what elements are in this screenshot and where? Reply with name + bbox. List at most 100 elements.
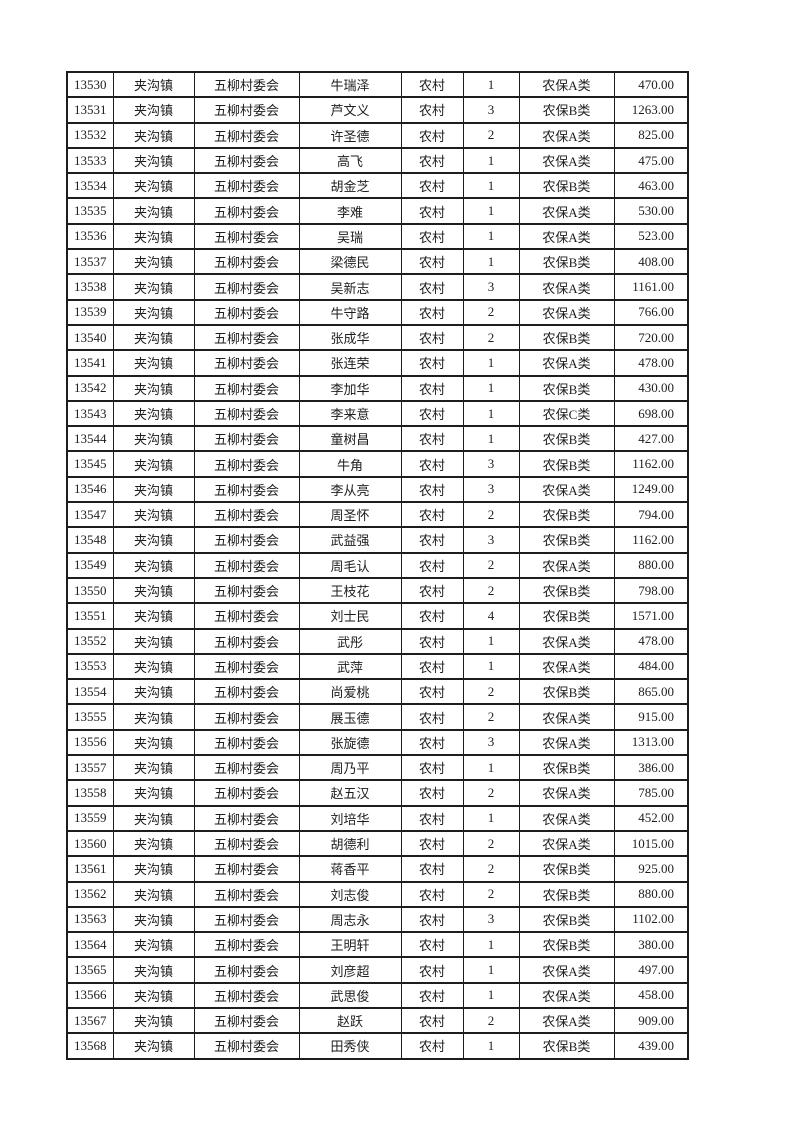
cell-village: 五柳村委会 (193, 703, 300, 731)
cell-residence-type: 农村 (400, 248, 464, 276)
cell-serial-number: 13553 (66, 653, 114, 681)
cell-person-count: 1 (462, 956, 520, 984)
cell-serial-number: 13535 (66, 197, 114, 225)
cell-serial-number: 13536 (66, 223, 114, 251)
cell-person-count: 1 (462, 805, 520, 832)
cell-category: 农保A类 (518, 197, 615, 225)
cell-person-name: 展玉德 (298, 703, 402, 731)
cell-person-count: 1 (462, 425, 520, 453)
cell-residence-type: 农村 (400, 805, 464, 832)
cell-serial-number: 13541 (66, 349, 114, 377)
cell-serial-number: 13568 (66, 1032, 114, 1060)
cell-residence-type: 农村 (400, 982, 464, 1009)
cell-town: 夹沟镇 (112, 501, 195, 529)
cell-serial-number: 13560 (66, 830, 114, 858)
cell-person-name: 刘士民 (298, 602, 402, 630)
cell-category: 农保A类 (518, 805, 615, 832)
cell-serial-number: 13534 (66, 172, 114, 200)
cell-residence-type: 农村 (400, 526, 464, 554)
cell-category: 农保A类 (518, 982, 615, 1009)
cell-serial-number: 13554 (66, 678, 114, 706)
cell-person-name: 刘培华 (298, 805, 402, 832)
cell-category: 农保B类 (518, 172, 615, 200)
cell-amount: 523.00 (613, 223, 689, 251)
cell-amount: 798.00 (613, 577, 689, 605)
cell-town: 夹沟镇 (112, 703, 195, 731)
cell-person-count: 2 (462, 324, 520, 352)
cell-person-count: 1 (462, 754, 520, 782)
cell-village: 五柳村委会 (193, 526, 300, 554)
table-body: 13530 夹沟镇 五柳村委会 牛瑞泽 农村 1 农保A类 470.00 135… (66, 71, 689, 1060)
cell-village: 五柳村委会 (193, 1007, 300, 1035)
cell-amount: 785.00 (613, 779, 689, 807)
cell-person-count: 1 (462, 375, 520, 402)
cell-person-count: 1 (462, 931, 520, 959)
cell-village: 五柳村委会 (193, 956, 300, 984)
cell-person-name: 张连荣 (298, 349, 402, 377)
cell-amount: 1161.00 (613, 273, 689, 301)
cell-category: 农保C类 (518, 400, 615, 428)
cell-person-name: 刘志俊 (298, 880, 402, 908)
cell-category: 农保A类 (518, 223, 615, 251)
cell-person-name: 张成华 (298, 324, 402, 352)
table-row: 13550 夹沟镇 五柳村委会 王枝花 农村 2 农保B类 798.00 (66, 577, 689, 605)
cell-residence-type: 农村 (400, 906, 464, 934)
cell-amount: 478.00 (613, 349, 689, 377)
cell-person-name: 赵五汉 (298, 779, 402, 807)
cell-amount: 470.00 (613, 71, 689, 99)
cell-residence-type: 农村 (400, 602, 464, 630)
cell-category: 农保A类 (518, 299, 615, 326)
cell-serial-number: 13550 (66, 577, 114, 605)
cell-village: 五柳村委会 (193, 552, 300, 579)
cell-person-count: 2 (462, 855, 520, 883)
cell-amount: 880.00 (613, 880, 689, 908)
table-row: 13537 夹沟镇 五柳村委会 梁德民 农村 1 农保B类 408.00 (66, 248, 689, 276)
cell-person-name: 刘彦超 (298, 956, 402, 984)
cell-amount: 497.00 (613, 956, 689, 984)
cell-person-name: 高飞 (298, 147, 402, 175)
cell-town: 夹沟镇 (112, 830, 195, 858)
table-row: 13568 夹沟镇 五柳村委会 田秀侠 农村 1 农保B类 439.00 (66, 1032, 689, 1060)
cell-town: 夹沟镇 (112, 324, 195, 352)
cell-category: 农保B类 (518, 577, 615, 605)
table-row: 13535 夹沟镇 五柳村委会 李难 农村 1 农保A类 530.00 (66, 197, 689, 225)
cell-category: 农保B类 (518, 375, 615, 402)
cell-person-name: 张旋德 (298, 729, 402, 757)
cell-person-name: 王枝花 (298, 577, 402, 605)
cell-category: 农保B类 (518, 855, 615, 883)
cell-person-count: 3 (462, 729, 520, 757)
cell-person-name: 牛瑞泽 (298, 71, 402, 99)
cell-person-name: 吴瑞 (298, 223, 402, 251)
cell-residence-type: 农村 (400, 779, 464, 807)
table-row: 13544 夹沟镇 五柳村委会 童树昌 农村 1 农保B类 427.00 (66, 425, 689, 453)
cell-town: 夹沟镇 (112, 273, 195, 301)
cell-village: 五柳村委会 (193, 172, 300, 200)
table-row: 13567 夹沟镇 五柳村委会 赵跃 农村 2 农保A类 909.00 (66, 1007, 689, 1035)
cell-village: 五柳村委会 (193, 678, 300, 706)
table-row: 13532 夹沟镇 五柳村委会 许圣德 农村 2 农保A类 825.00 (66, 122, 689, 149)
cell-town: 夹沟镇 (112, 602, 195, 630)
cell-person-name: 许圣德 (298, 122, 402, 149)
cell-town: 夹沟镇 (112, 653, 195, 681)
cell-amount: 1313.00 (613, 729, 689, 757)
cell-person-count: 1 (462, 1032, 520, 1060)
cell-category: 农保A类 (518, 476, 615, 504)
cell-person-count: 2 (462, 122, 520, 149)
cell-residence-type: 农村 (400, 96, 464, 124)
cell-serial-number: 13564 (66, 931, 114, 959)
cell-serial-number: 13547 (66, 501, 114, 529)
cell-village: 五柳村委会 (193, 754, 300, 782)
cell-town: 夹沟镇 (112, 248, 195, 276)
table-row: 13558 夹沟镇 五柳村委会 赵五汉 农村 2 农保A类 785.00 (66, 779, 689, 807)
cell-person-count: 1 (462, 172, 520, 200)
cell-residence-type: 农村 (400, 172, 464, 200)
cell-category: 农保A类 (518, 273, 615, 301)
cell-residence-type: 农村 (400, 855, 464, 883)
cell-town: 夹沟镇 (112, 577, 195, 605)
cell-person-name: 周圣怀 (298, 501, 402, 529)
cell-town: 夹沟镇 (112, 956, 195, 984)
cell-village: 五柳村委会 (193, 71, 300, 99)
cell-serial-number: 13562 (66, 880, 114, 908)
cell-amount: 720.00 (613, 324, 689, 352)
